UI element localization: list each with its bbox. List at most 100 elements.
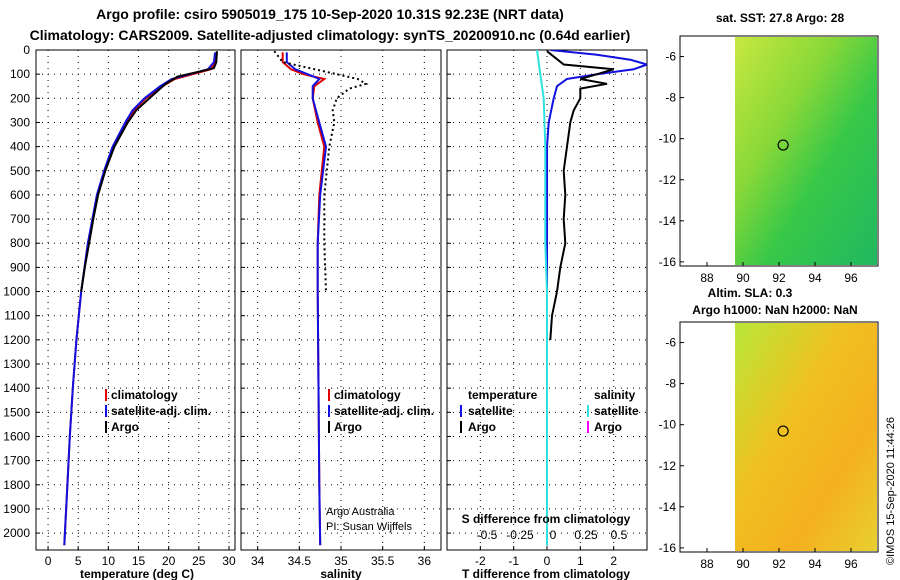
x-tick-label: 0 bbox=[544, 554, 551, 568]
x-tick-label: 34.5 bbox=[288, 554, 312, 568]
temperature-axis-label: temperature (deg C) bbox=[80, 567, 194, 580]
y-tick-label: 500 bbox=[10, 164, 30, 178]
x-tick-label: 15 bbox=[132, 554, 146, 568]
legend-label: climatology bbox=[334, 388, 401, 402]
map-y-tick-label: -10 bbox=[659, 132, 677, 146]
t-difference-axis-label: T difference from climatology bbox=[462, 567, 630, 580]
y-tick-label: 1900 bbox=[3, 502, 30, 516]
series-line bbox=[285, 52, 328, 546]
map-y-tick-label: -8 bbox=[665, 377, 676, 391]
imos-credit: ©IMOS 15-Sep-2020 11:44:26 bbox=[885, 417, 897, 565]
series-line bbox=[63, 52, 218, 546]
map-x-tick-label: 88 bbox=[700, 557, 714, 571]
map-y-tick-label: -8 bbox=[665, 91, 676, 105]
x-tick-label: 30 bbox=[222, 554, 236, 568]
salinity-axis-label: salinity bbox=[320, 567, 362, 580]
annotation-line: Argo Australia bbox=[326, 506, 395, 518]
x2-tick-label: 0 bbox=[550, 528, 557, 542]
y-tick-label: 600 bbox=[10, 188, 30, 202]
y-tick-label: 1200 bbox=[3, 333, 30, 347]
x-tick-label: -1 bbox=[508, 554, 519, 568]
y-tick-label: 1300 bbox=[3, 357, 30, 371]
map-y-tick-label: -6 bbox=[665, 336, 676, 350]
height-map-field bbox=[735, 323, 877, 551]
map-y-tick-label: -12 bbox=[659, 459, 677, 473]
y-tick-label: 1400 bbox=[3, 381, 30, 395]
y-tick-label: 800 bbox=[10, 236, 30, 250]
map-y-tick-label: -14 bbox=[659, 214, 677, 228]
y-tick-label: 1000 bbox=[3, 285, 30, 299]
legend-label: climatology bbox=[111, 388, 178, 402]
salinity-legend: climatology satellite-adj. clim. Argo Ar… bbox=[326, 388, 434, 533]
map-x-tick-label: 92 bbox=[772, 271, 786, 285]
s-difference-axis-label: S difference from climatology bbox=[462, 512, 631, 526]
float-position-marker bbox=[777, 139, 789, 151]
x-tick-label: 2 bbox=[610, 554, 617, 568]
map-x-tick-label: 96 bbox=[844, 557, 858, 571]
sst-map-field bbox=[735, 37, 877, 265]
legend-label: satellite bbox=[594, 404, 639, 418]
legend-label: Argo bbox=[594, 420, 622, 434]
annotation-line: PI: Susan Wijffels bbox=[326, 521, 412, 533]
legend-label: Argo bbox=[468, 420, 496, 434]
map-y-tick-label: -16 bbox=[659, 255, 677, 269]
map-y-tick-label: -10 bbox=[659, 418, 677, 432]
series-line bbox=[273, 50, 369, 292]
y-tick-label: 1600 bbox=[3, 429, 30, 443]
legend-label: satellite-adj. clim. bbox=[111, 404, 211, 418]
map-x-tick-label: 94 bbox=[808, 271, 822, 285]
x-tick-label: 36 bbox=[418, 554, 432, 568]
legend-label: Argo bbox=[334, 420, 362, 434]
legend-label: Argo bbox=[111, 420, 139, 434]
map-x-tick-label: 96 bbox=[844, 271, 858, 285]
series-line bbox=[63, 52, 217, 546]
legend-label: satellite-adj. clim. bbox=[334, 404, 434, 418]
map-x-tick-label: 88 bbox=[700, 271, 714, 285]
legend-header-temperature: temperature bbox=[468, 388, 538, 402]
difference-legend: temperature salinity satellite Argo sate… bbox=[460, 388, 639, 434]
map-y-tick-label: -16 bbox=[659, 541, 677, 555]
x2-tick-label: -0.25 bbox=[506, 528, 534, 542]
x-tick-label: 35 bbox=[334, 554, 348, 568]
x-tick-label: 5 bbox=[75, 554, 82, 568]
y-tick-label: 1100 bbox=[4, 309, 30, 323]
y-tick-label: 200 bbox=[10, 91, 30, 105]
x-tick-label: -2 bbox=[475, 554, 486, 568]
map-x-tick-label: 90 bbox=[736, 271, 750, 285]
legend-header-salinity: salinity bbox=[594, 388, 636, 402]
series-line bbox=[536, 50, 548, 546]
x-tick-label: 34 bbox=[251, 554, 265, 568]
y-tick-label: 700 bbox=[10, 212, 30, 226]
float-position-marker bbox=[777, 425, 789, 437]
x-tick-label: 20 bbox=[162, 554, 176, 568]
sla-label: Altim. SLA: 0.3 bbox=[708, 286, 793, 300]
x-tick-label: 0 bbox=[45, 554, 52, 568]
height-map-title: Argo h1000: NaN h2000: NaN bbox=[692, 303, 857, 317]
series-line bbox=[80, 51, 218, 292]
y-tick-label: 900 bbox=[10, 260, 30, 274]
plot-title-line1: Argo profile: csiro 5905019_175 10-Sep-2… bbox=[96, 6, 564, 22]
temperature-panel-frame bbox=[35, 49, 236, 551]
sst-map-title: sat. SST: 27.8 Argo: 28 bbox=[716, 11, 845, 25]
map-y-tick-label: -6 bbox=[665, 50, 676, 64]
x2-tick-label: 0.5 bbox=[611, 528, 628, 542]
series-line bbox=[546, 50, 647, 546]
y-tick-label: 300 bbox=[10, 115, 30, 129]
legend-label: satellite bbox=[468, 404, 513, 418]
y-tick-label: 400 bbox=[10, 140, 30, 154]
x-tick-label: 35.5 bbox=[371, 554, 395, 568]
temperature-legend: climatology satellite-adj. clim. Argo bbox=[105, 388, 211, 434]
series-line bbox=[546, 50, 614, 340]
y-tick-label: 1700 bbox=[3, 454, 30, 468]
y-tick-label: 100 bbox=[10, 67, 30, 81]
map-x-tick-label: 90 bbox=[736, 557, 750, 571]
y-tick-label: 1500 bbox=[3, 405, 30, 419]
x-tick-label: 25 bbox=[192, 554, 206, 568]
x2-tick-label: -0.5 bbox=[477, 528, 498, 542]
x-tick-label: 10 bbox=[102, 554, 116, 568]
y-tick-label: 1800 bbox=[3, 478, 30, 492]
map-y-tick-label: -12 bbox=[659, 173, 677, 187]
y-tick-label: 2000 bbox=[3, 526, 30, 540]
x-tick-label: 1 bbox=[577, 554, 584, 568]
